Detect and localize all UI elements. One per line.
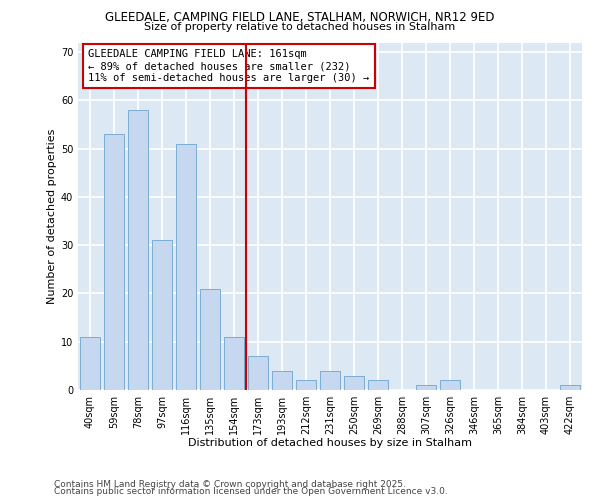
Bar [440,380,460,390]
Bar [272,370,292,390]
Bar [344,376,364,390]
Text: GLEEDALE, CAMPING FIELD LANE, STALHAM, NORWICH, NR12 9ED: GLEEDALE, CAMPING FIELD LANE, STALHAM, N… [105,11,495,24]
Bar [176,144,196,390]
Bar [152,240,172,390]
Bar [128,110,148,390]
Text: Contains public sector information licensed under the Open Government Licence v3: Contains public sector information licen… [54,488,448,496]
Bar [104,134,124,390]
Y-axis label: Number of detached properties: Number of detached properties [47,128,56,304]
X-axis label: Distribution of detached houses by size in Stalham: Distribution of detached houses by size … [188,438,472,448]
Bar [560,385,580,390]
Text: GLEEDALE CAMPING FIELD LANE: 161sqm
← 89% of detached houses are smaller (232)
1: GLEEDALE CAMPING FIELD LANE: 161sqm ← 89… [88,50,370,82]
Bar [368,380,388,390]
Text: Contains HM Land Registry data © Crown copyright and database right 2025.: Contains HM Land Registry data © Crown c… [54,480,406,489]
Bar [320,370,340,390]
Bar [224,337,244,390]
Bar [248,356,268,390]
Bar [80,337,100,390]
Bar [416,385,436,390]
Bar [200,288,220,390]
Text: Size of property relative to detached houses in Stalham: Size of property relative to detached ho… [145,22,455,32]
Bar [296,380,316,390]
